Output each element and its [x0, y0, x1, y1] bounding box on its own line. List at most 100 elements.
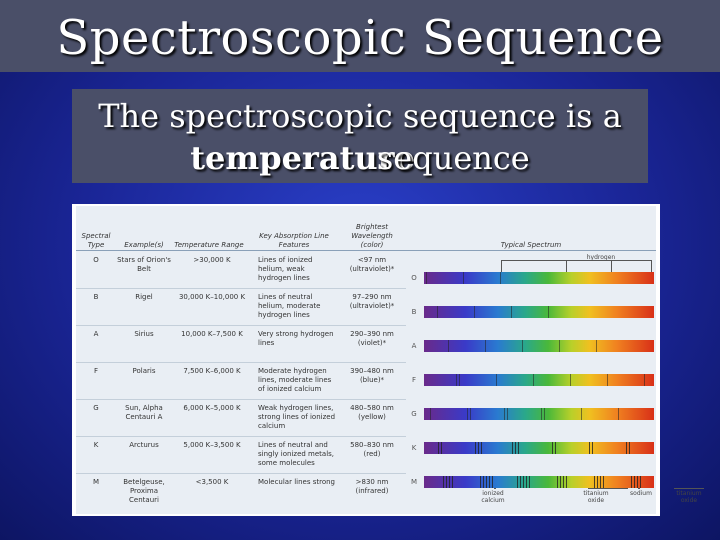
absorption-line	[448, 340, 449, 352]
spectrum-label-titanium-oxide-2: titanium oxide	[676, 490, 702, 504]
absorption-line	[520, 476, 521, 488]
spectrum-type-label: A	[411, 342, 417, 350]
absorption-line	[481, 442, 482, 454]
absorption-line	[618, 408, 619, 420]
absorption-line	[637, 476, 638, 488]
absorption-line	[438, 442, 439, 454]
cell-temp: 30,000 K–10,000 K	[178, 293, 246, 301]
row-divider	[76, 288, 406, 289]
absorption-line	[634, 476, 635, 488]
spectrum-type-label: K	[411, 444, 417, 452]
absorption-line	[515, 442, 516, 454]
absorption-line	[459, 374, 460, 386]
absorption-line	[518, 442, 519, 454]
absorption-line	[456, 374, 457, 386]
absorption-line	[563, 476, 564, 488]
cell-type: O	[93, 256, 99, 264]
bracket-tick	[651, 260, 652, 272]
cell-type: K	[93, 441, 99, 449]
cell-wavelength: 480–580 nm (yellow)	[350, 404, 394, 421]
cell-wavelength: 97–290 nm (ultraviolet)*	[349, 293, 395, 310]
absorption-line	[504, 408, 505, 420]
spectrum-bar	[424, 306, 654, 318]
spectrum-type-label: O	[411, 274, 417, 282]
absorption-line	[570, 374, 571, 386]
absorption-line	[523, 476, 524, 488]
row-divider	[76, 399, 406, 400]
cell-features: Very strong hydrogen lines	[258, 330, 334, 347]
absorption-line	[483, 476, 484, 488]
cell-wavelength: 290–390 nm (violet)*	[350, 330, 394, 347]
absorption-line	[644, 374, 645, 386]
absorption-line	[496, 374, 497, 386]
bottom-bracket	[674, 488, 704, 489]
cell-type: F	[93, 367, 99, 375]
cell-features: Molecular lines strong	[258, 478, 335, 486]
cell-temp: 5,000 K–3,500 K	[183, 441, 241, 449]
bottom-bracket	[638, 488, 640, 489]
absorption-line	[626, 442, 627, 454]
cell-wavelength: <97 nm (ultraviolet)*	[349, 256, 395, 273]
absorption-line	[511, 306, 512, 318]
absorption-line	[526, 476, 527, 488]
bracket-tick	[501, 260, 502, 272]
cell-wavelength: >830 nm (infrared)	[355, 478, 389, 495]
absorption-line	[640, 476, 641, 488]
spectrum-label-ionized-calcium: ionized calcium	[481, 490, 505, 504]
absorption-line	[596, 340, 597, 352]
absorption-line	[478, 442, 479, 454]
absorption-line	[441, 442, 442, 454]
row-divider	[76, 436, 406, 437]
subtitle-box: The spectroscopic sequence is a temperat…	[72, 89, 648, 183]
absorption-line	[566, 476, 567, 488]
absorption-line	[467, 408, 468, 420]
absorption-line	[474, 306, 475, 318]
absorption-line	[589, 442, 590, 454]
spectrum-label-hydrogen: hydrogen	[586, 254, 616, 261]
bracket-tick	[566, 260, 567, 272]
absorption-line	[594, 476, 595, 488]
row-divider	[76, 325, 406, 326]
absorption-line	[555, 442, 556, 454]
bottom-bracket	[588, 488, 628, 489]
cell-example: Betelgeuse, Proxima Centauri	[123, 478, 165, 504]
bracket-tick	[611, 260, 612, 272]
absorption-line	[603, 476, 604, 488]
cell-temp: <3,500 K	[195, 478, 229, 486]
header-wavelength: Brightest Wavelength (color)	[351, 223, 393, 249]
cell-example: Arcturus	[129, 441, 159, 449]
absorption-line	[629, 442, 630, 454]
spectrum-type-label: G	[411, 410, 417, 418]
header-spectral-type: Spectral Type	[81, 232, 111, 249]
slide-title: Spectroscopic Sequence	[0, 0, 720, 72]
spectrum-label-sodium: sodium	[630, 490, 652, 497]
cell-type: B	[93, 293, 99, 301]
spectrum-type-label: F	[411, 376, 417, 384]
absorption-line	[597, 476, 598, 488]
header-temperature: Temperature Range	[174, 241, 244, 249]
hydrogen-bracket	[501, 260, 651, 261]
spectral-table: Spectral Type Example(s) Temperature Ran…	[76, 206, 704, 514]
absorption-line	[581, 408, 582, 420]
absorption-line	[552, 442, 553, 454]
absorption-line	[489, 476, 490, 488]
absorption-line	[485, 340, 486, 352]
bottom-bracket	[494, 488, 496, 489]
absorption-line	[541, 408, 542, 420]
cell-type: A	[93, 330, 99, 338]
absorption-line	[548, 306, 549, 318]
absorption-line	[557, 476, 558, 488]
cell-features: Weak hydrogen lines, strong lines of ion…	[258, 404, 336, 430]
absorption-line	[449, 476, 450, 488]
cell-features: Lines of neutral helium, moderate hydrog…	[258, 293, 321, 319]
absorption-line	[486, 476, 487, 488]
cell-example: Rigel	[135, 293, 153, 301]
subtitle-emphasis: temperature	[190, 139, 415, 177]
cell-temp: 10,000 K–7,500 K	[181, 330, 243, 338]
cell-wavelength: 390–480 nm (blue)*	[350, 367, 394, 384]
cell-temp: 7,500 K–6,000 K	[183, 367, 241, 375]
spectral-table-image: Spectral Type Example(s) Temperature Ran…	[72, 204, 704, 516]
cell-features: Lines of neutral and singly ionized meta…	[258, 441, 335, 467]
absorption-line	[533, 374, 534, 386]
